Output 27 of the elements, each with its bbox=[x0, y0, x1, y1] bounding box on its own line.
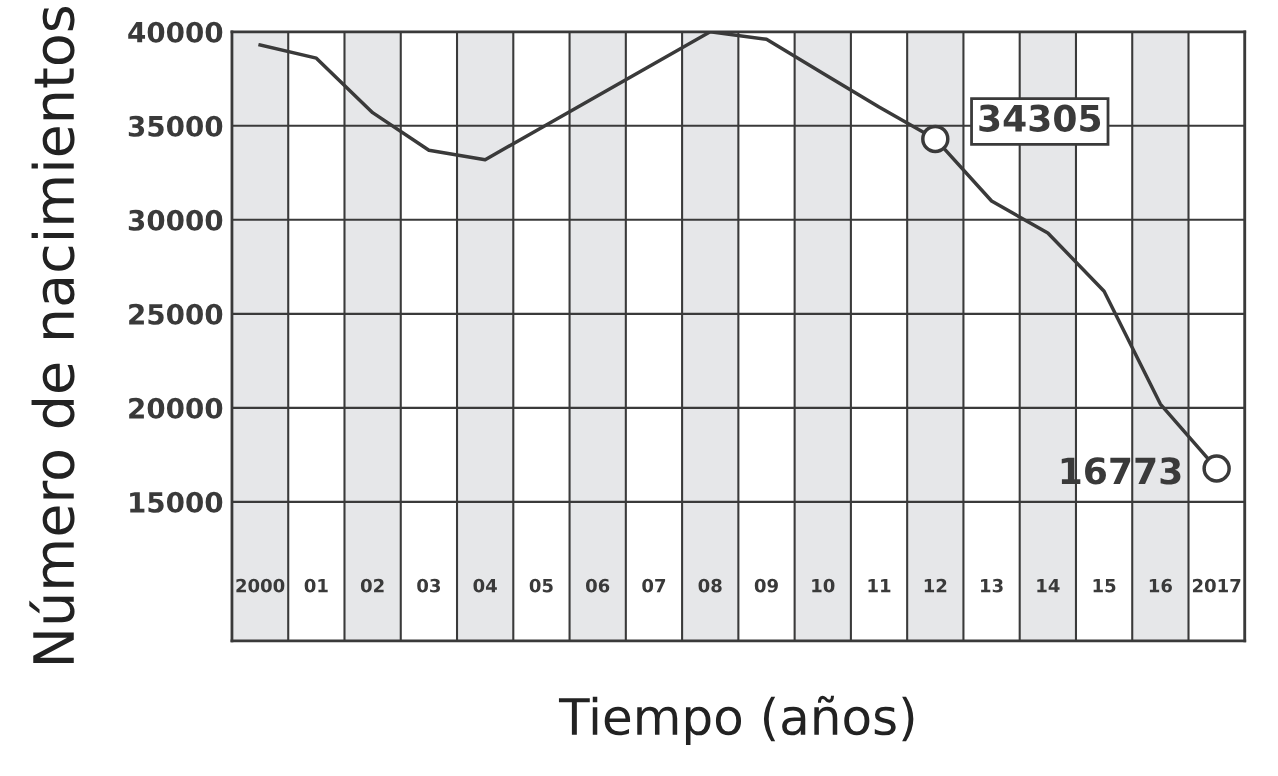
x-tick-label: 15 bbox=[1093, 579, 1116, 593]
y-tick-label: 15000 bbox=[130, 491, 223, 513]
x-tick-label: 13 bbox=[981, 578, 1003, 593]
x-tick-label: 05 bbox=[529, 578, 553, 593]
annotation: 34305 bbox=[979, 104, 1101, 132]
x-tick-label: 2017 bbox=[1192, 578, 1241, 593]
x-tick-label: 07 bbox=[642, 578, 666, 593]
x-tick-label: 14 bbox=[1037, 579, 1060, 593]
x-tick-label: 03 bbox=[417, 578, 441, 593]
x-tick-label: 12 bbox=[924, 578, 947, 593]
y-tick-label: 20000 bbox=[129, 397, 223, 419]
x-tick-label: 01 bbox=[304, 578, 328, 593]
x-tick-label: 08 bbox=[698, 578, 722, 593]
y-tick-label: 35000 bbox=[128, 115, 223, 137]
x-tick-label: 02 bbox=[360, 578, 384, 593]
y-tick-label: 25000 bbox=[129, 303, 223, 325]
x-tick-label: 06 bbox=[586, 578, 610, 593]
x-axis-title: Tiempo (años) bbox=[558, 695, 914, 746]
x-tick-label: 2000 bbox=[236, 578, 285, 593]
x-tick-label: 04 bbox=[473, 578, 497, 593]
x-tick-label: 09 bbox=[754, 578, 778, 593]
x-tick-label: 11 bbox=[868, 579, 891, 593]
x-tick-label: 10 bbox=[812, 578, 835, 593]
y-axis-title: Número de nacimientos bbox=[29, 6, 75, 664]
x-tick-label: 16 bbox=[1149, 578, 1172, 593]
y-tick-label: 40000 bbox=[128, 21, 223, 43]
y-tick-label: 30000 bbox=[128, 209, 223, 231]
